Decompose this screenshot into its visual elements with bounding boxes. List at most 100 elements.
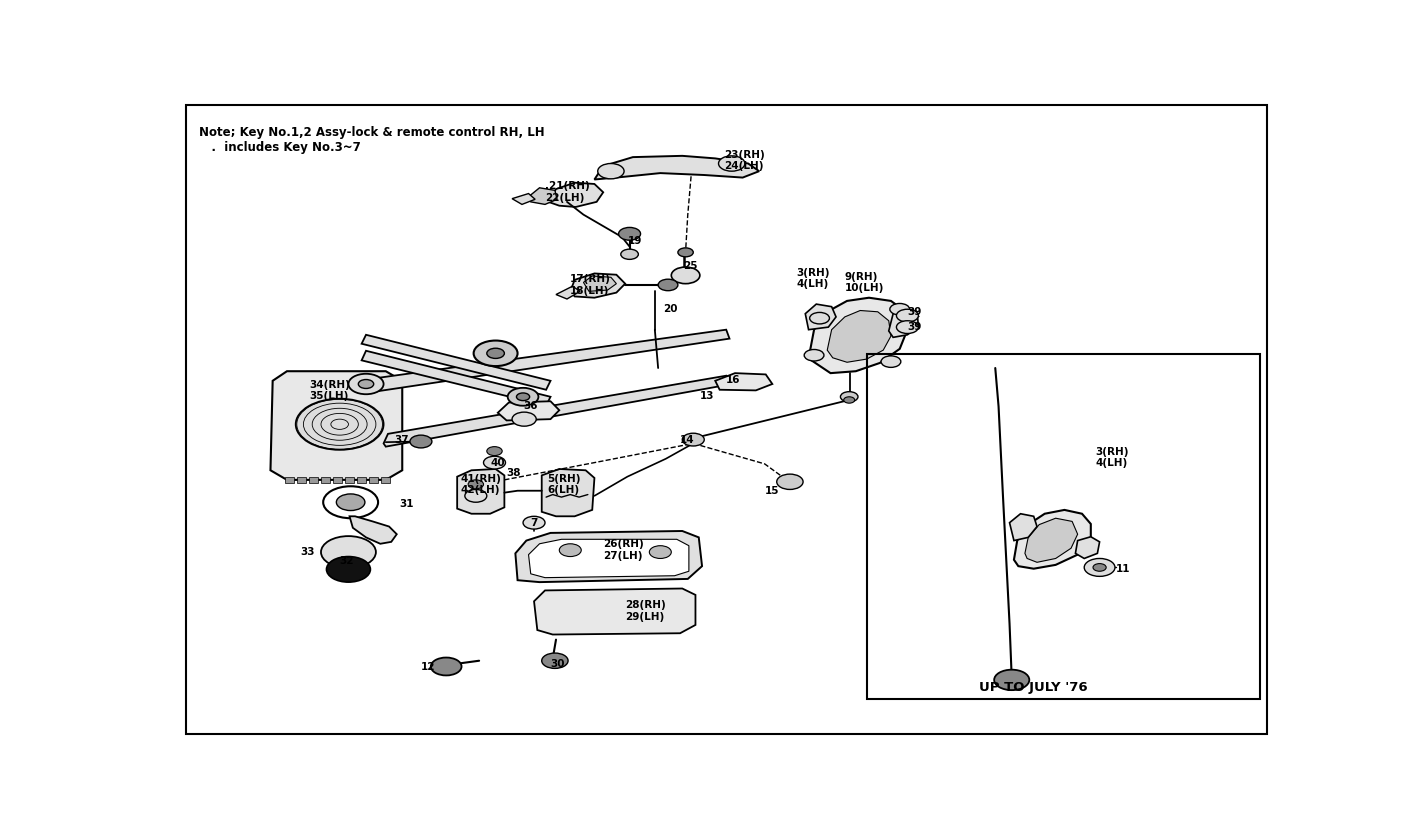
Circle shape: [881, 356, 901, 368]
Circle shape: [843, 397, 854, 403]
Text: 5(RH)
6(LH): 5(RH) 6(LH): [547, 474, 581, 496]
Polygon shape: [584, 276, 616, 291]
Polygon shape: [285, 476, 293, 483]
Circle shape: [809, 312, 829, 324]
Polygon shape: [512, 193, 536, 204]
Text: 40: 40: [490, 457, 504, 467]
Text: 26(RH)
27(LH): 26(RH) 27(LH): [604, 540, 643, 561]
Circle shape: [619, 227, 640, 240]
Circle shape: [805, 349, 823, 361]
Text: 20: 20: [663, 305, 679, 315]
Circle shape: [473, 340, 517, 366]
Circle shape: [516, 393, 530, 401]
Circle shape: [336, 494, 366, 510]
Polygon shape: [458, 469, 504, 514]
Circle shape: [465, 490, 487, 502]
Circle shape: [359, 379, 374, 388]
Polygon shape: [296, 476, 306, 483]
Text: .  includes Key No.3~7: . includes Key No.3~7: [198, 141, 361, 154]
Circle shape: [1093, 564, 1107, 571]
Polygon shape: [309, 476, 317, 483]
Circle shape: [890, 304, 910, 315]
Text: 28(RH)
29(LH): 28(RH) 29(LH): [625, 600, 666, 622]
Polygon shape: [361, 351, 550, 406]
Text: 7: 7: [531, 518, 538, 528]
Circle shape: [507, 388, 538, 406]
Text: 13: 13: [700, 390, 714, 401]
Text: Note; Key No.1,2 Assy-lock & remote control RH, LH: Note; Key No.1,2 Assy-lock & remote cont…: [198, 126, 544, 139]
Polygon shape: [529, 540, 689, 578]
Circle shape: [296, 398, 384, 450]
Polygon shape: [322, 476, 330, 483]
Polygon shape: [534, 588, 696, 634]
Text: 30: 30: [550, 659, 565, 669]
Text: 31: 31: [400, 499, 414, 509]
Polygon shape: [516, 531, 701, 582]
Circle shape: [621, 249, 638, 259]
Circle shape: [483, 457, 506, 469]
Polygon shape: [1024, 518, 1077, 562]
Text: 16: 16: [727, 374, 741, 384]
Polygon shape: [357, 476, 366, 483]
Text: 33: 33: [300, 547, 315, 557]
Text: 37: 37: [394, 435, 410, 445]
Circle shape: [598, 164, 623, 178]
Polygon shape: [805, 304, 836, 330]
Polygon shape: [384, 376, 728, 447]
Circle shape: [410, 435, 432, 448]
Polygon shape: [1009, 514, 1037, 540]
Polygon shape: [271, 371, 402, 480]
Text: .21(RH)
22(LH): .21(RH) 22(LH): [546, 182, 589, 203]
Polygon shape: [716, 374, 772, 390]
Circle shape: [897, 310, 918, 322]
Circle shape: [1084, 559, 1115, 576]
Text: 32: 32: [340, 556, 354, 566]
Circle shape: [897, 320, 918, 334]
Text: 15: 15: [765, 486, 779, 496]
Polygon shape: [350, 516, 397, 544]
Text: 34(RH)
35(LH): 34(RH) 35(LH): [309, 379, 350, 401]
Polygon shape: [1015, 510, 1091, 569]
Circle shape: [672, 267, 700, 284]
Polygon shape: [370, 476, 378, 483]
Polygon shape: [381, 476, 390, 483]
Circle shape: [468, 480, 483, 489]
Text: 3(RH)
4(LH): 3(RH) 4(LH): [796, 268, 830, 290]
Text: 14: 14: [680, 435, 694, 445]
Polygon shape: [361, 334, 550, 390]
Circle shape: [718, 156, 745, 171]
Circle shape: [487, 349, 504, 359]
Text: 36: 36: [523, 402, 537, 412]
Polygon shape: [555, 286, 580, 299]
Circle shape: [657, 279, 677, 290]
Circle shape: [322, 536, 376, 568]
Circle shape: [683, 433, 704, 446]
Polygon shape: [346, 476, 354, 483]
Circle shape: [995, 670, 1029, 690]
Text: 11: 11: [1117, 564, 1131, 574]
Circle shape: [541, 653, 568, 668]
Text: 23(RH)
24(LH): 23(RH) 24(LH): [724, 149, 765, 171]
Circle shape: [487, 447, 502, 456]
Text: 41(RH)
42(LH): 41(RH) 42(LH): [461, 474, 502, 496]
Polygon shape: [333, 476, 341, 483]
Polygon shape: [595, 156, 760, 179]
Polygon shape: [888, 310, 918, 337]
Polygon shape: [570, 273, 625, 298]
Circle shape: [523, 516, 546, 529]
Polygon shape: [529, 188, 557, 204]
Circle shape: [677, 248, 693, 256]
Text: 39: 39: [907, 307, 922, 317]
Polygon shape: [809, 298, 907, 374]
Polygon shape: [828, 310, 891, 362]
Circle shape: [349, 374, 384, 394]
Polygon shape: [497, 401, 560, 421]
Text: 38: 38: [507, 468, 521, 478]
Circle shape: [649, 545, 672, 559]
Text: 12: 12: [421, 662, 435, 672]
Polygon shape: [1076, 537, 1100, 559]
Text: 17(RH)
18(LH): 17(RH) 18(LH): [570, 274, 611, 295]
Text: 25: 25: [683, 261, 699, 271]
Polygon shape: [541, 469, 595, 516]
Circle shape: [560, 544, 581, 557]
